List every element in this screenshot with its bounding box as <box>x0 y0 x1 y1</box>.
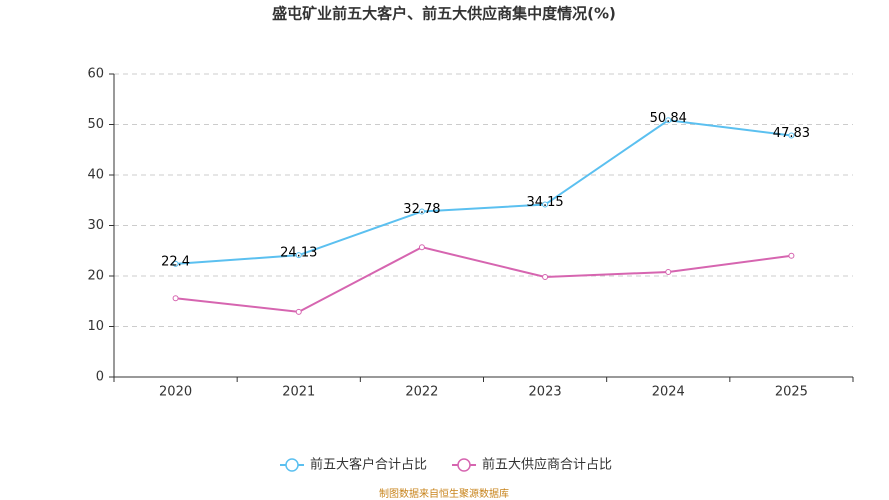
data-point <box>665 117 672 124</box>
data-point <box>172 295 179 302</box>
data-point <box>295 308 302 315</box>
data-label: 24.13 <box>280 246 317 261</box>
data-point <box>295 252 302 259</box>
y-tick-label: 30 <box>87 218 104 233</box>
chart-title: 盛屯矿业前五大客户、前五大供应商集中度情况(%) <box>272 5 616 23</box>
data-label: 22.4 <box>161 254 190 269</box>
data-label: 32.78 <box>403 202 440 217</box>
x-tick-label: 2020 <box>159 385 192 400</box>
x-tick-label: 2021 <box>282 385 315 400</box>
data-point <box>665 268 672 275</box>
y-tick-label: 60 <box>87 67 104 82</box>
x-tick-label: 2024 <box>652 385 685 400</box>
data-point <box>542 274 549 281</box>
x-tick-label: 2023 <box>529 385 562 400</box>
data-point <box>172 260 179 267</box>
x-tick-label: 2022 <box>405 385 438 400</box>
data-point <box>418 208 425 215</box>
series-line <box>175 246 792 313</box>
y-tick-label: 10 <box>87 319 104 334</box>
data-point <box>418 244 425 251</box>
y-tick-label: 50 <box>87 117 104 132</box>
source-note: 制图数据来自恒生聚源数据库 <box>379 487 509 500</box>
x-tick-label: 2025 <box>775 385 808 400</box>
y-tick-label: 0 <box>96 370 104 385</box>
legend-marker <box>285 458 299 472</box>
data-point <box>788 132 795 139</box>
series-line <box>175 119 792 265</box>
data-label: 34.15 <box>526 195 563 210</box>
legend-label: 前五大客户合计占比 <box>310 457 427 473</box>
data-point <box>788 252 795 259</box>
data-point <box>542 201 549 208</box>
y-tick-label: 20 <box>87 269 104 284</box>
data-label: 50.84 <box>650 111 687 126</box>
legend-label: 前五大供应商合计占比 <box>482 457 612 473</box>
legend-marker <box>457 458 471 472</box>
data-label: 47.83 <box>773 126 810 141</box>
y-tick-label: 40 <box>87 168 104 183</box>
